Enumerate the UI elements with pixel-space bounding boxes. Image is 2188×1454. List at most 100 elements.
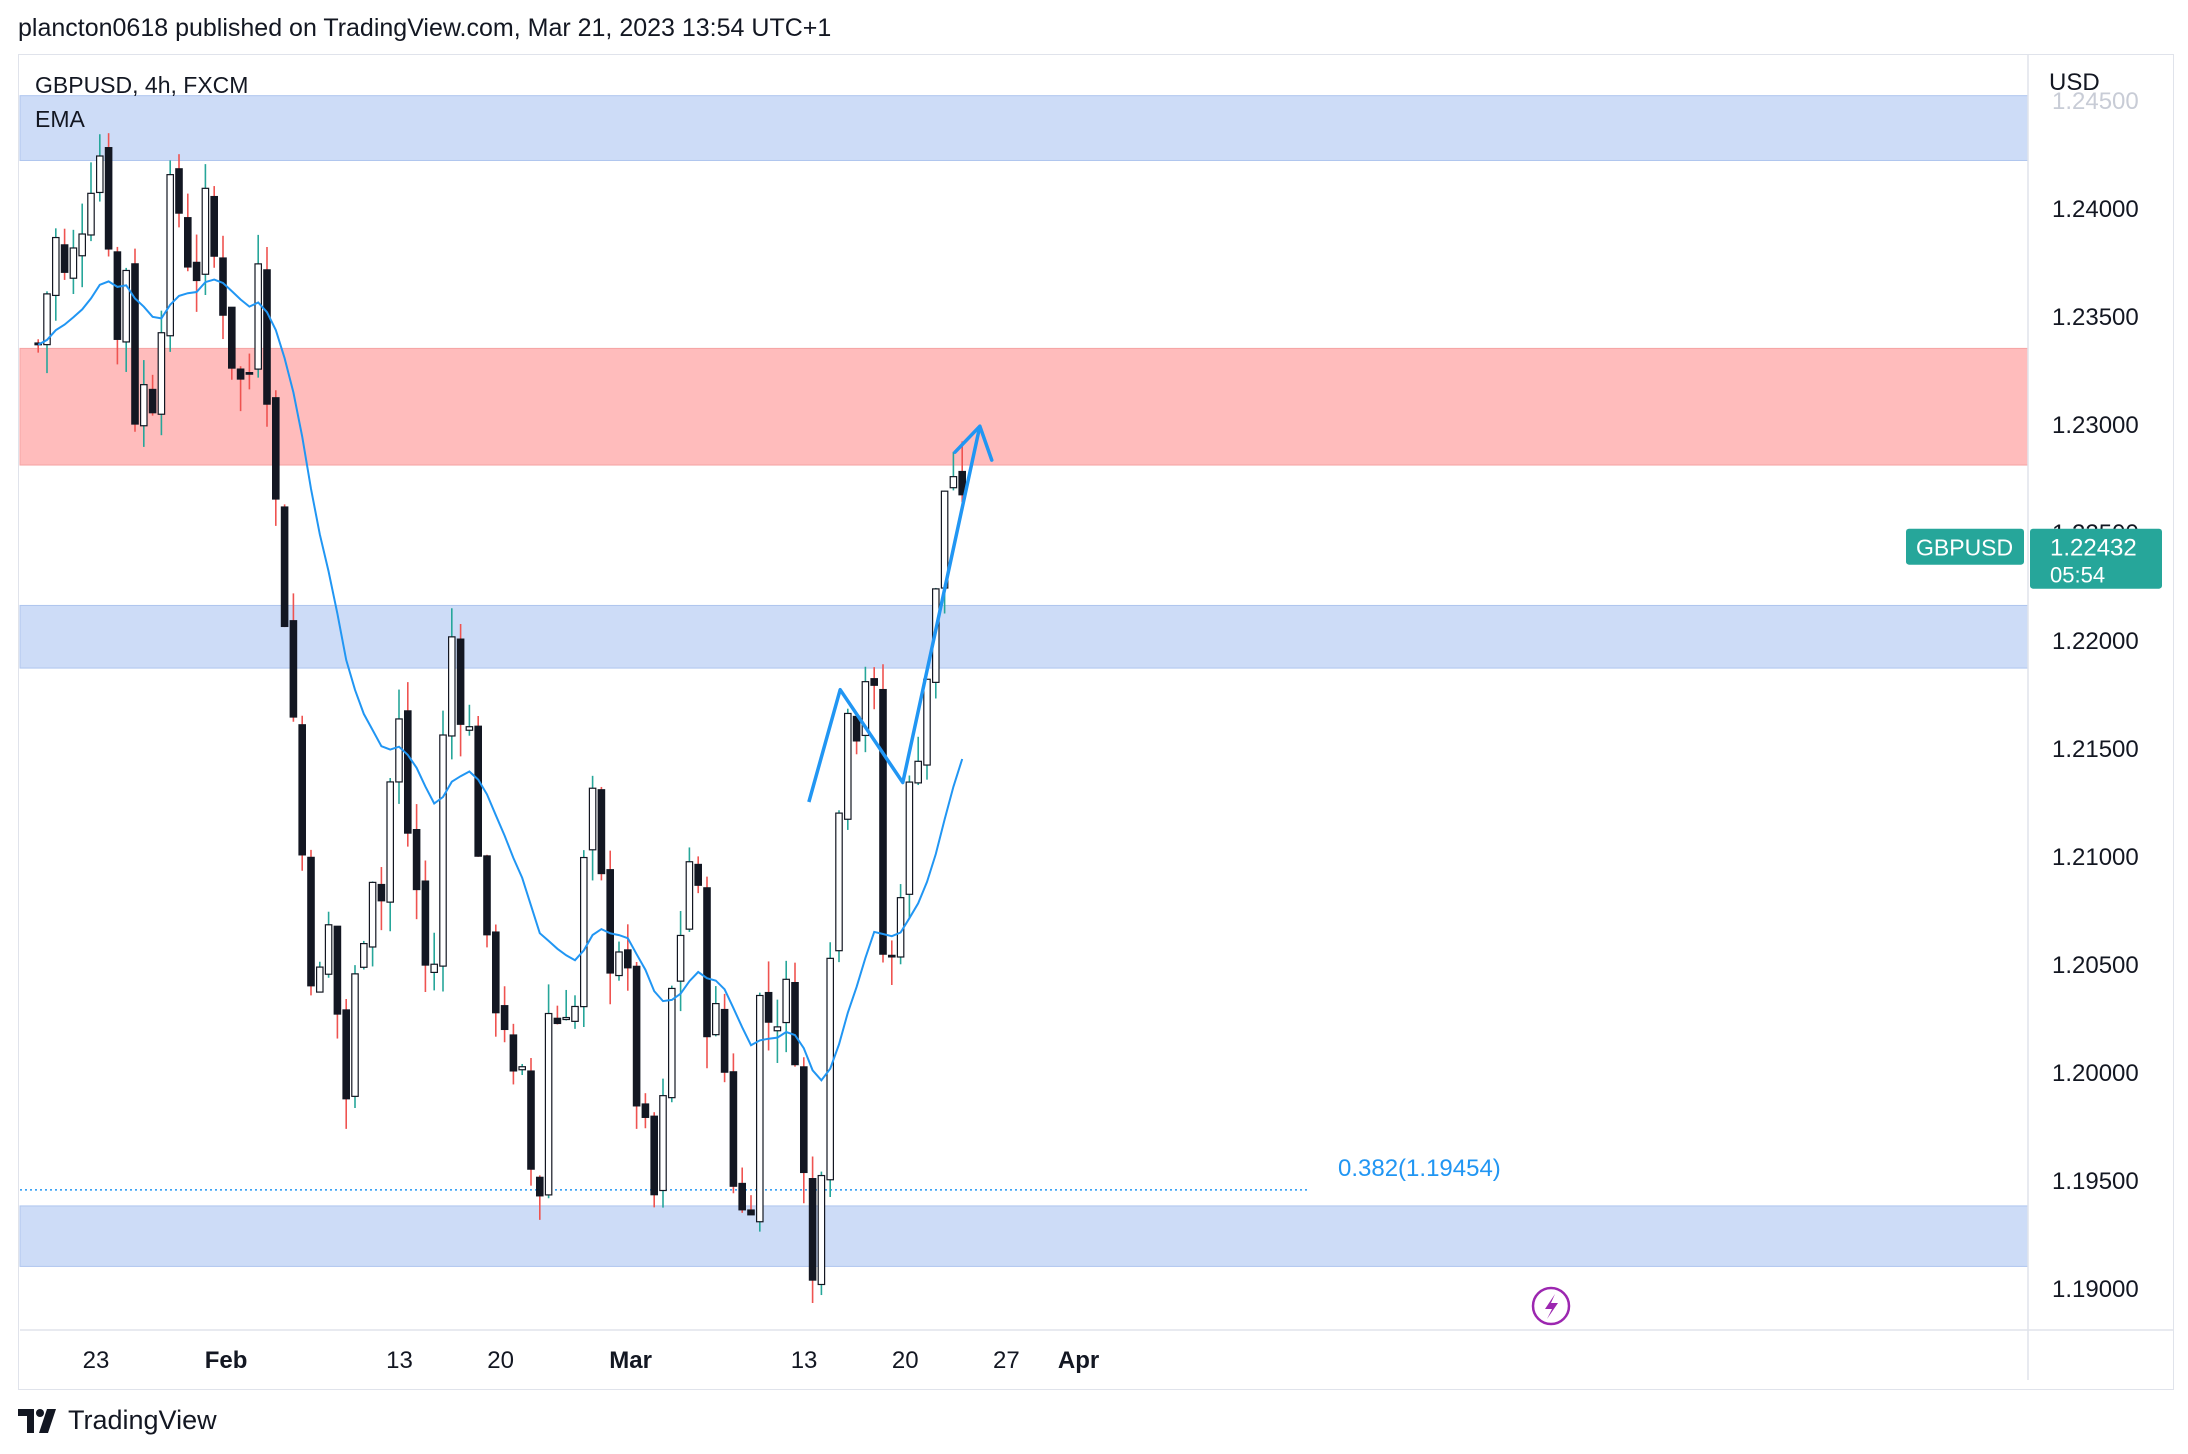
- candle-body: [395, 718, 403, 783]
- candle-body: [87, 192, 95, 236]
- time-tick-label: 20: [892, 1347, 919, 1374]
- candle-body: [104, 147, 113, 250]
- candle-body: [738, 1182, 747, 1211]
- candle-body: [483, 855, 491, 936]
- candle-body: [351, 973, 359, 1097]
- candle-body: [553, 1017, 562, 1025]
- candle-body: [60, 244, 69, 273]
- candle-body: [51, 236, 60, 297]
- chart-frame[interactable]: [18, 54, 2174, 1390]
- candle-body: [791, 981, 799, 1066]
- time-tick-label: 20: [487, 1347, 514, 1374]
- candle-body: [219, 257, 227, 316]
- time-tick-label: 27: [993, 1347, 1020, 1374]
- candle-body: [518, 1066, 527, 1071]
- candle-body: [456, 638, 465, 725]
- candle-body: [579, 856, 588, 1008]
- candle-body: [500, 1005, 509, 1031]
- candle-body: [69, 247, 78, 279]
- candle-body: [122, 269, 131, 343]
- tradingview-footer[interactable]: TradingView: [18, 1405, 217, 1436]
- candle-body: [157, 332, 166, 415]
- candles-group: [34, 133, 967, 1304]
- candle-body: [958, 470, 967, 496]
- time-tick-label: Feb: [205, 1347, 248, 1374]
- candle-body: [544, 1012, 553, 1196]
- price-tick-label: 1.24500: [2052, 88, 2139, 115]
- publication-header: plancton0618 published on TradingView.co…: [18, 14, 832, 42]
- candle-body: [272, 397, 280, 500]
- last-price-tag: [2030, 528, 2162, 589]
- candle-body: [659, 1095, 667, 1192]
- candle-body: [324, 924, 333, 975]
- candle-body: [78, 233, 87, 257]
- last-price-symbol-tag: [1906, 528, 2024, 565]
- candle-body: [843, 712, 852, 820]
- candle-body: [439, 734, 447, 967]
- candle-body: [632, 965, 641, 1107]
- candle-body: [131, 263, 139, 425]
- time-tick-label: 23: [83, 1347, 110, 1374]
- candle-body: [887, 954, 896, 958]
- candle-body: [254, 263, 263, 370]
- candle-body: [95, 155, 104, 194]
- candle-body: [148, 388, 157, 414]
- price-tick-label: 1.21000: [2052, 844, 2139, 871]
- candle-body: [755, 994, 764, 1223]
- candle-body: [650, 1115, 659, 1196]
- price-tick-label: 1.20000: [2052, 1060, 2139, 1087]
- candle-body: [879, 688, 887, 955]
- candle-body: [535, 1176, 544, 1197]
- candle-body: [342, 1009, 351, 1100]
- candle-body: [166, 174, 175, 337]
- candle-body: [245, 372, 254, 375]
- candle-body: [360, 942, 368, 968]
- price-tick-label: 1.22000: [2052, 628, 2139, 655]
- candle-body: [676, 934, 685, 982]
- price-tick-label: 1.20500: [2052, 952, 2139, 979]
- candle-body: [289, 620, 298, 718]
- candle-body: [192, 261, 201, 282]
- candle-body: [729, 1071, 738, 1187]
- legend-symbol-line[interactable]: GBPUSD, 4h, FXCM: [35, 72, 249, 98]
- candle-body: [113, 251, 122, 340]
- price-axis-currency: USD: [2049, 69, 2100, 96]
- candle-body: [263, 269, 271, 405]
- candle-body: [808, 1178, 817, 1281]
- candle-body: [236, 368, 245, 380]
- candle-body: [184, 217, 192, 268]
- legend-indicator-ema[interactable]: EMA: [35, 106, 85, 132]
- candle-body: [747, 1209, 755, 1216]
- last-price-countdown: 05:54: [2050, 563, 2105, 588]
- candle-body: [509, 1034, 518, 1072]
- candle-body: [606, 869, 615, 974]
- candle-body: [711, 1002, 720, 1036]
- price-tick-label: 1.19000: [2052, 1276, 2139, 1303]
- candle-body: [571, 1005, 579, 1022]
- candle-body: [641, 1103, 650, 1118]
- price-tick-label: 1.23500: [2052, 304, 2139, 331]
- candle-body: [861, 681, 870, 737]
- last-price-symbol-label: GBPUSD: [1916, 535, 2013, 561]
- candle-body: [685, 861, 694, 930]
- candle-body: [412, 828, 421, 891]
- candle-body: [597, 789, 606, 875]
- candle-body: [562, 1016, 571, 1021]
- zone-red-1: [19, 347, 2029, 466]
- candle-body: [615, 951, 623, 977]
- last-price-value: 1.22432: [2050, 535, 2137, 562]
- candle-body: [694, 863, 703, 886]
- candle-body: [448, 636, 456, 737]
- tradingview-logo-icon: [18, 1408, 56, 1433]
- candle-body: [773, 1026, 782, 1032]
- candle-body: [386, 781, 395, 903]
- candle-body: [817, 1174, 826, 1286]
- price-tick-label: 1.21500: [2052, 736, 2139, 763]
- zone-blue-2: [19, 604, 2029, 669]
- candle-body: [307, 856, 315, 987]
- price-tick-label: 1.24000: [2052, 196, 2139, 223]
- candle-body: [870, 678, 879, 686]
- candle-body: [210, 195, 219, 257]
- time-tick-label: 13: [386, 1347, 413, 1374]
